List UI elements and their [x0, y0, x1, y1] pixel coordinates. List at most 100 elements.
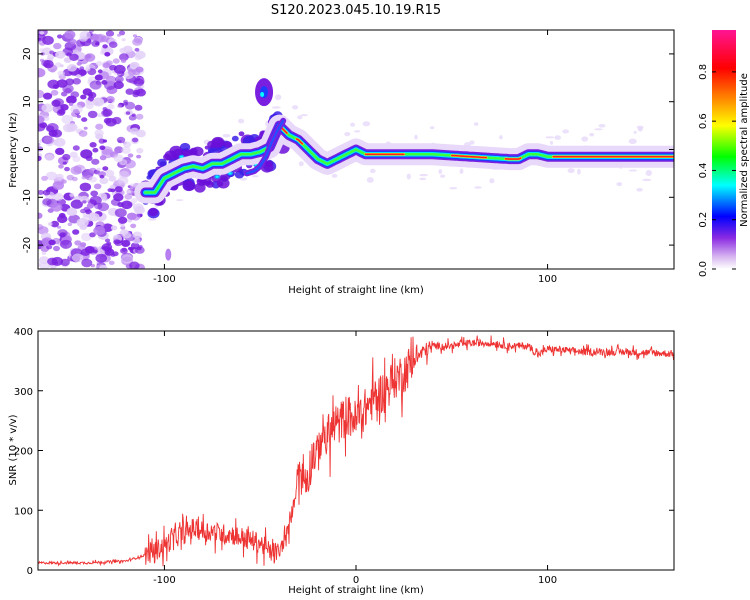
- noise-blob: [60, 258, 70, 267]
- noise-blob: [121, 239, 131, 247]
- noise-blob: [474, 122, 479, 126]
- noise-blob: [101, 243, 113, 252]
- noise-blob: [56, 225, 62, 229]
- noise-blob: [499, 135, 503, 140]
- noise-blob: [95, 133, 104, 140]
- secondary-blob-core: [260, 92, 265, 98]
- noise-blob: [56, 109, 65, 116]
- noise-blob: [55, 62, 62, 68]
- noise-blob: [126, 189, 132, 194]
- noise-blob: [104, 238, 111, 243]
- y-tick-label: 400: [14, 327, 33, 338]
- noise-blob: [99, 174, 105, 179]
- noise-blob: [104, 169, 115, 178]
- noise-blob: [82, 200, 87, 204]
- noise-blob: [70, 91, 80, 98]
- noise-blob: [66, 207, 78, 216]
- noise-blob: [41, 175, 48, 181]
- colorbar-tick-label: 0.4: [698, 162, 709, 178]
- noise-blob: [116, 136, 126, 144]
- noise-blob: [297, 115, 303, 120]
- noise-blob: [89, 195, 102, 205]
- noise-blob: [350, 122, 356, 127]
- noise-blob: [113, 81, 124, 90]
- noise-blob: [46, 123, 59, 133]
- noise-blob: [419, 173, 429, 177]
- colorbar-label: Normalized spectral amplitude: [739, 73, 750, 227]
- noise-blob: [38, 142, 41, 147]
- noise-blob: [123, 141, 132, 148]
- noise-blob: [85, 102, 94, 110]
- noise-blob: [47, 257, 58, 266]
- noise-blob: [636, 125, 644, 129]
- noise-blob: [121, 38, 126, 42]
- ridge-blob: [157, 158, 167, 167]
- noise-blob: [43, 60, 54, 69]
- noise-blob: [72, 145, 80, 151]
- noise-blob: [80, 242, 87, 248]
- noise-blob: [274, 94, 282, 101]
- noise-blob: [55, 50, 66, 59]
- noise-blob: [91, 158, 100, 165]
- noise-blob: [132, 34, 138, 38]
- noise-blob: [645, 170, 652, 176]
- noise-blob: [99, 145, 106, 151]
- noise-blob: [60, 104, 69, 111]
- noise-blob: [76, 61, 82, 66]
- noise-blob: [67, 222, 73, 227]
- noise-blob: [106, 75, 117, 84]
- noise-blob: [55, 147, 65, 155]
- noise-blob: [53, 193, 64, 201]
- noise-blob: [137, 246, 142, 251]
- noise-blob: [66, 123, 78, 132]
- ridge-blob: [203, 181, 210, 186]
- noise-blob: [134, 55, 142, 61]
- noise-blob: [129, 261, 140, 269]
- noise-blob: [72, 253, 84, 263]
- noise-blob: [45, 171, 58, 181]
- noise-blob: [45, 154, 54, 161]
- noise-blob: [43, 92, 53, 100]
- noise-blob: [78, 69, 87, 76]
- noise-blob: [58, 164, 64, 169]
- snr-panel: -100 0 100 0 100 200 300 400 Height of straight…: [8, 327, 675, 596]
- noise-blob: [129, 186, 136, 191]
- noise-blob: [134, 47, 140, 52]
- noise-blob: [107, 103, 115, 110]
- noise-blob: [79, 182, 92, 192]
- noise-blob: [344, 132, 351, 137]
- noise-blob: [113, 193, 124, 202]
- ridge-blob: [223, 141, 232, 149]
- x-tick-label: 100: [538, 575, 557, 586]
- noise-blob: [438, 169, 443, 175]
- noise-blob: [87, 92, 94, 97]
- noise-blob: [108, 41, 118, 48]
- spectrogram-x-label: Height of straight line (km): [288, 285, 424, 296]
- noise-blob: [74, 240, 82, 246]
- noise-blob: [87, 110, 98, 119]
- noise-blob: [79, 66, 85, 71]
- noise-blob: [38, 224, 44, 230]
- noise-blob: [562, 129, 570, 134]
- noise-blob: [83, 126, 88, 130]
- noise-blob: [48, 239, 56, 246]
- ridge-blob: [234, 170, 245, 179]
- noise-blob: [102, 166, 109, 171]
- noise-blob: [130, 183, 135, 188]
- snr-series-line: [38, 335, 674, 567]
- noise-blob: [51, 99, 61, 107]
- noise-blob: [474, 186, 482, 189]
- ridge-blob: [208, 148, 215, 154]
- noise-blob: [123, 101, 129, 106]
- figure-title: S120.2023.045.10.19.R15: [271, 3, 441, 18]
- noise-blob: [61, 179, 67, 184]
- noise-blob: [642, 178, 652, 182]
- noise-blob: [38, 115, 45, 124]
- noise-blob: [76, 114, 81, 119]
- noise-blob: [69, 38, 77, 45]
- noise-blob: [80, 209, 86, 213]
- noise-blob: [81, 258, 93, 268]
- noise-blob: [61, 114, 74, 125]
- noise-blob: [121, 200, 133, 210]
- noise-blob: [117, 33, 121, 37]
